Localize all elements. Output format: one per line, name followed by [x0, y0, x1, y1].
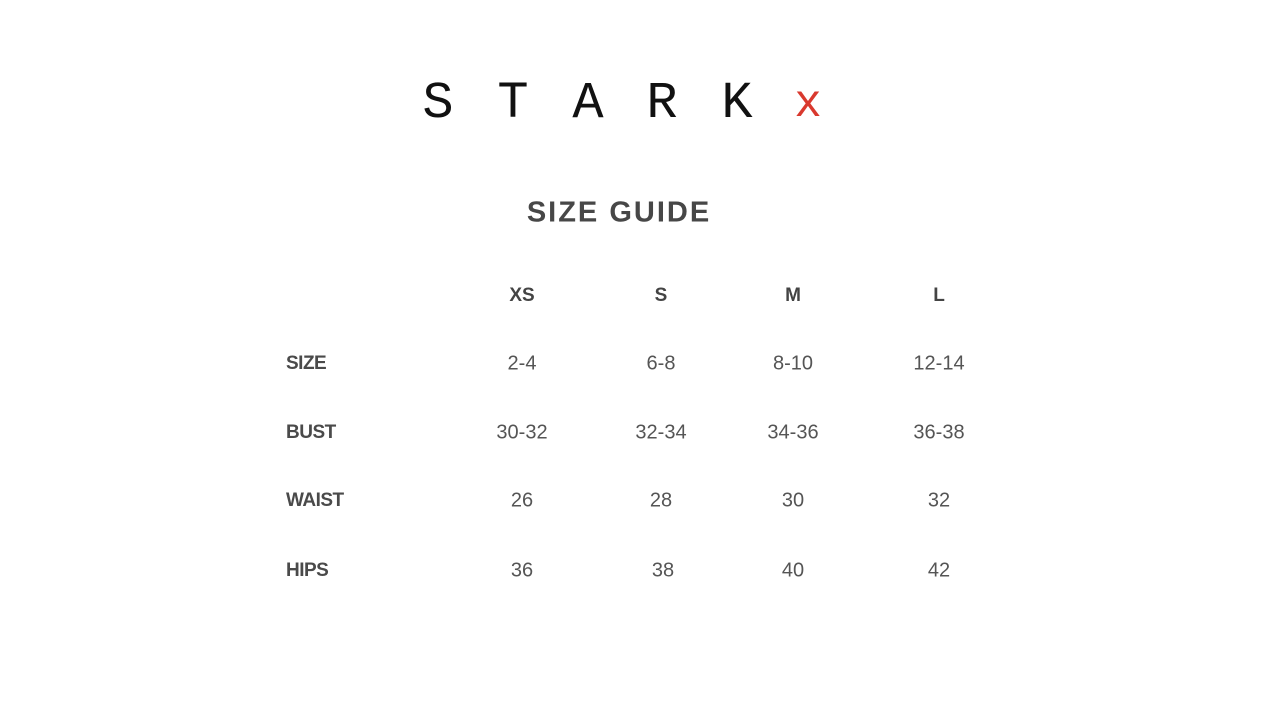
- column-header: L: [933, 285, 945, 306]
- table-cell: 34-36: [767, 421, 819, 444]
- page-title: SIZE GUIDE: [526, 196, 712, 229]
- table-cell: 30-32: [496, 421, 548, 444]
- row-label: SIZE: [286, 353, 327, 374]
- logo-letter: K: [721, 74, 753, 133]
- logo-letter: S: [422, 74, 454, 133]
- column-header: XS: [509, 285, 535, 306]
- row-label: BUST: [286, 422, 336, 443]
- table-cell: 32: [927, 489, 951, 512]
- table-cell: 8-10: [772, 352, 814, 375]
- row-label: HIPS: [286, 560, 329, 581]
- logo-letter: T: [497, 74, 529, 133]
- table-cell: 32-34: [635, 421, 687, 444]
- table-cell: 36-38: [913, 421, 965, 444]
- table-cell: 38: [651, 559, 675, 582]
- table-cell: 36: [510, 559, 534, 582]
- logo-letter: R: [646, 74, 678, 133]
- logo-suffix: x: [794, 78, 822, 130]
- logo-letter: A: [572, 74, 604, 133]
- table-cell: 40: [781, 559, 805, 582]
- row-label: WAIST: [286, 490, 344, 511]
- table-cell: 42: [927, 559, 951, 582]
- table-cell: 26: [510, 489, 534, 512]
- column-header: S: [654, 285, 668, 306]
- column-header: M: [785, 285, 801, 306]
- table-cell: 12-14: [913, 352, 965, 375]
- table-cell: 6-8: [646, 352, 676, 375]
- table-cell: 30: [781, 489, 805, 512]
- table-cell: 2-4: [507, 352, 537, 375]
- table-cell: 28: [649, 489, 673, 512]
